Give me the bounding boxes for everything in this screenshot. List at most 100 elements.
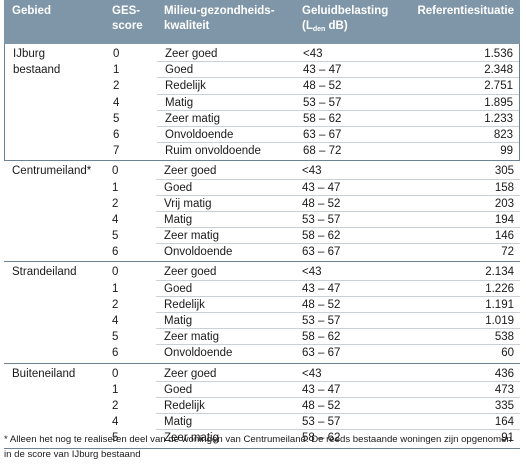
group-section: Strandeiland 0 Zeer goed <43 2.134 1 Goed 43 – … (4, 262, 520, 364)
referentie-cell: 2.134 (485, 266, 514, 279)
referentie-cell: 2.751 (484, 80, 513, 93)
referentie-cell: 158 (494, 181, 514, 194)
header-geluidbelasting: Geluidbelasting (Lden dB) (302, 4, 388, 37)
ges-score-cell: 4 (112, 213, 119, 226)
kwaliteit-cell: Goed (165, 64, 194, 77)
ges-score-cell: 1 (112, 282, 119, 295)
row-divider (157, 77, 519, 79)
row-divider (156, 328, 520, 330)
geluidbelasting-cell: 63 – 67 (302, 246, 341, 259)
ges-score-cell: 0 (113, 48, 120, 60)
referentie-cell: 194 (494, 213, 514, 226)
table-row: 6 Onvoldoende 63 – 67 60 (4, 345, 520, 361)
referentie-cell: 164 (494, 416, 514, 429)
table-row: 5 Zeer matig 58 – 62 146 (4, 228, 520, 245)
footnote: * Alleen het nog te realiseren deel van … (4, 432, 520, 462)
table-row: 4 Matig 53 – 57 164 (4, 414, 520, 431)
table-row: 5 Zeer matig 58 – 62 538 (4, 329, 520, 346)
geluidbelasting-cell: 58 – 62 (302, 432, 341, 445)
footnote-text: Alleen het nog te realiseren deel van de… (4, 434, 512, 460)
geluidbelasting-cell: 63 – 67 (302, 347, 341, 360)
geluidbelasting-cell: <43 (303, 48, 323, 60)
table-row: 1 Goed 43 – 47 2.348 (5, 62, 519, 79)
ges-score-cell: 7 (113, 145, 120, 158)
header-kwal-line2: kwaliteit (164, 20, 210, 32)
geluidbelasting-cell: 53 – 57 (302, 213, 341, 226)
kwaliteit-cell: Goed (164, 282, 193, 295)
ges-score-cell: 6 (113, 128, 120, 141)
kwaliteit-cell: Vrij matig (164, 197, 212, 210)
group-section: IJburg bestaand 0 Zeer goed <43 1.536 1 Goed 43 … (4, 44, 520, 162)
kwaliteit-cell: Redelijk (165, 80, 206, 93)
ges-score-cell: 2 (112, 197, 119, 210)
group-name: Centrumeiland* (12, 165, 92, 178)
kwaliteit-cell: Matig (164, 315, 193, 327)
referentie-cell: 823 (493, 128, 513, 141)
group-section: Centrumeiland* 0 Zeer goed <43 305 1 Goed 43 – … (4, 161, 520, 263)
kwaliteit-cell: Zeer goed (164, 165, 217, 178)
group-section: Buiteneiland 0 Zeer goed <43 436 1 Goed 43 – 47… (4, 364, 520, 449)
referentie-cell: 1.226 (485, 282, 514, 295)
referentie-cell: 1.191 (485, 298, 514, 311)
kwaliteit-cell: Zeer matig (164, 432, 219, 445)
header-ges-line1: GES- (112, 5, 141, 17)
group-name: bestaand (13, 64, 61, 77)
row-divider (156, 413, 520, 415)
geluidbelasting-cell: 58 – 62 (302, 230, 341, 243)
row-divider (156, 396, 520, 398)
kwaliteit-cell: Zeer goed (164, 266, 217, 279)
referentie-cell: 1.536 (484, 48, 513, 60)
referentie-cell: 436 (494, 367, 514, 380)
group-name: IJburg (13, 48, 45, 60)
row-divider (156, 178, 520, 180)
header-geluid-line1: Geluidbelasting (302, 5, 389, 17)
ges-score-cell: 5 (112, 432, 119, 445)
ges-score-cell: 1 (112, 383, 119, 396)
geluidbelasting-cell: 48 – 52 (302, 298, 341, 311)
kwaliteit-cell: Zeer goed (164, 367, 217, 380)
row-divider (156, 210, 520, 212)
table-row: 4 Matig 53 – 57 1.019 (4, 313, 520, 330)
table-body: IJburg bestaand 0 Zeer goed <43 1.536 1 Goed 43 … (4, 44, 520, 449)
kwaliteit-cell: Zeer goed (165, 48, 218, 60)
ges-score-cell: 5 (112, 230, 119, 243)
table-row: 0 Zeer goed <43 305 (4, 163, 520, 180)
table-row: 2 Redelijk 48 – 52 335 (4, 398, 520, 415)
header-geluid-line2-pre: (L (302, 20, 313, 32)
table-row: 2 Redelijk 48 – 52 2.751 (5, 78, 519, 95)
ges-score-cell: 4 (112, 315, 119, 327)
noise-score-table: Gebied GES- score Milieu-gezondheids- kw… (4, 0, 520, 449)
table-row: 2 Vrij matig 48 – 52 203 (4, 196, 520, 212)
kwaliteit-cell: Onvoldoende (164, 347, 233, 360)
geluidbelasting-cell: 43 – 47 (302, 282, 341, 295)
kwaliteit-cell: Onvoldoende (165, 128, 234, 141)
row-divider (156, 312, 520, 313)
ges-score-cell: 1 (113, 64, 120, 77)
referentie-cell: 335 (494, 399, 514, 412)
table-row: 0 Zeer goed <43 2.134 (4, 264, 520, 281)
geluidbelasting-cell: <43 (302, 367, 322, 380)
header-gebied: Gebied (12, 5, 51, 17)
kwaliteit-cell: Redelijk (164, 298, 205, 311)
table-row: 4 Matig 53 – 57 1.895 (5, 95, 519, 111)
geluidbelasting-cell: 53 – 57 (302, 315, 341, 327)
table-row: 5 Zeer matig 58 – 62 91 (4, 430, 520, 446)
referentie-cell: 72 (501, 246, 514, 259)
kwaliteit-cell: Matig (164, 213, 193, 226)
ges-score-cell: 0 (112, 367, 119, 380)
header-referentiesituatie: Referentiesituatie (417, 5, 514, 17)
kwaliteit-cell: Matig (164, 416, 193, 429)
kwaliteit-cell: Goed (164, 383, 193, 396)
table-row: 2 Redelijk 48 – 52 1.191 (4, 297, 520, 313)
referentie-cell: 1.019 (485, 315, 514, 327)
header-kwaliteit: Milieu-gezondheids- kwaliteit (164, 4, 275, 34)
row-divider (156, 380, 520, 382)
referentie-cell: 2.348 (484, 64, 513, 77)
geluidbelasting-cell: 53 – 57 (302, 416, 341, 429)
row-divider (156, 227, 520, 229)
referentie-cell: 473 (494, 383, 514, 396)
kwaliteit-cell: Zeer matig (164, 230, 219, 243)
geluidbelasting-cell: 48 – 52 (303, 80, 342, 93)
header-geluid-line2-post: dB) (325, 20, 348, 32)
table-row: 4 Matig 53 – 57 194 (4, 212, 520, 229)
